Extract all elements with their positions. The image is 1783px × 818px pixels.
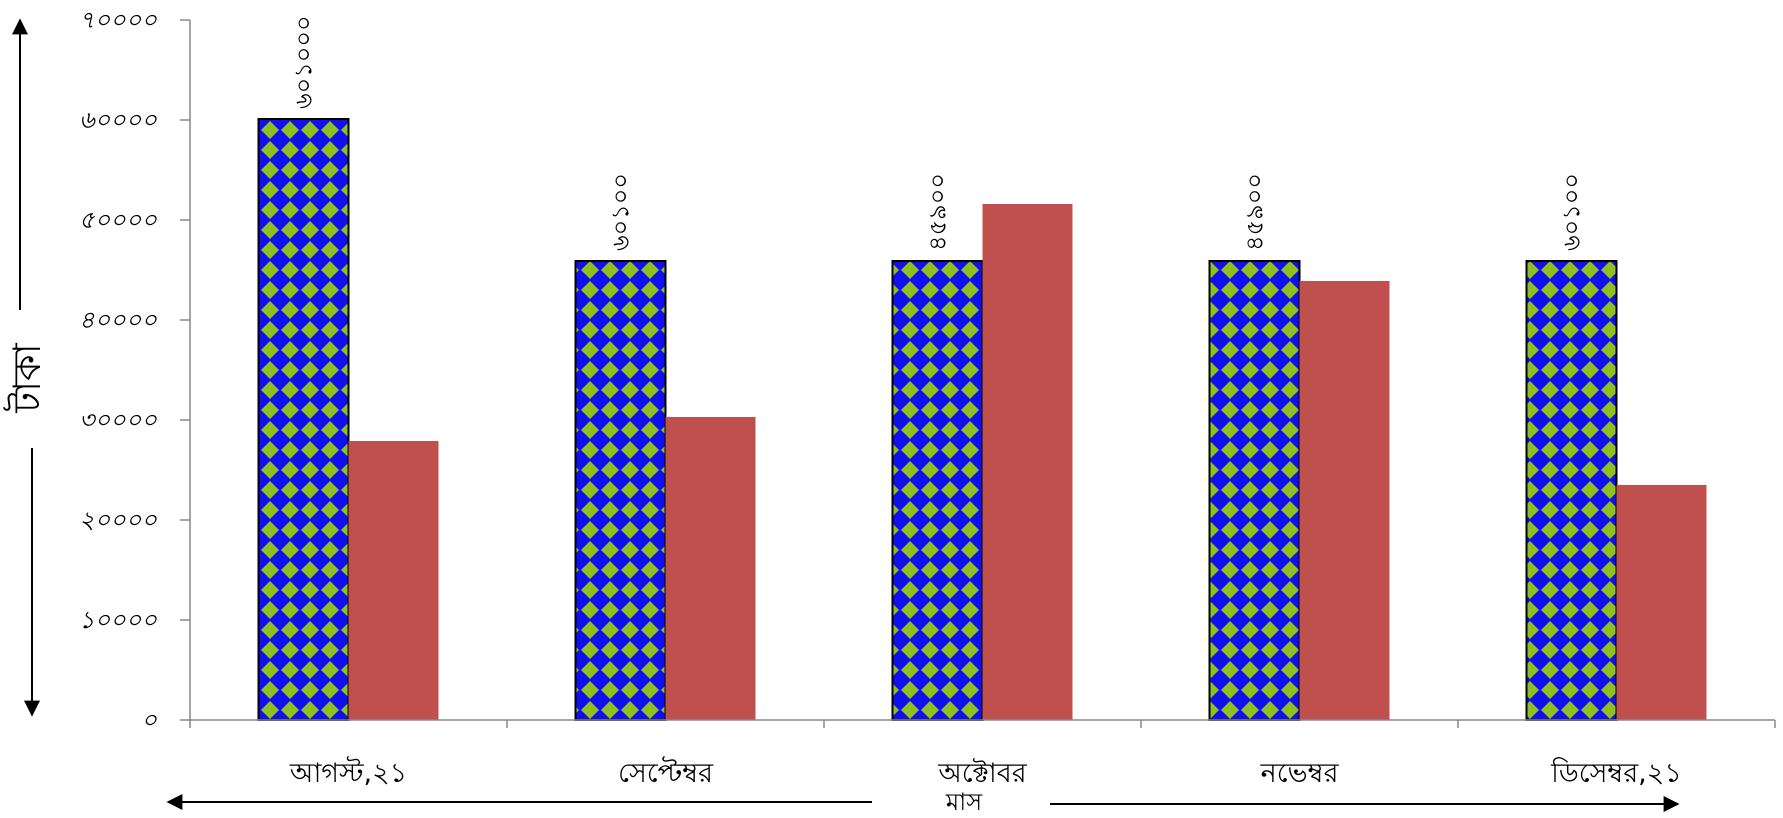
y-tick-label: ২০০০০ — [79, 506, 157, 534]
y-tick-label: ৬০০০০ — [79, 106, 157, 134]
y-tick-label: ৪০০০০ — [79, 306, 157, 334]
x-axis-title: মাস — [945, 788, 983, 816]
x-axis: আগস্ট,২১ সেপ্টেম্বর অক্টোবর নভেম্বর ডিসেম্বর… — [189, 719, 1776, 789]
x-tick-label: অক্টোবর — [937, 758, 1027, 789]
data-label: ৬০১০০ — [607, 173, 635, 251]
y-axis-title: টাকা — [3, 342, 49, 413]
y-tick-label: ৭০০০০ — [79, 6, 157, 34]
data-label: ৪৫৯০০ — [1241, 173, 1269, 251]
bar-series-2 — [982, 204, 1073, 720]
x-tick-label: নভেম্বর — [1260, 758, 1340, 789]
y-tick-label: ০ — [141, 706, 157, 734]
bar-series-1 — [574, 260, 667, 721]
x-tick-label: ডিসেম্বর,২১ — [1550, 757, 1682, 789]
y-tick-label: ১০০০০ — [79, 606, 157, 634]
bar-series-2 — [348, 441, 439, 720]
plot-area: ৬০১০০০ ৬০১০০ ৪৫৯০০ ৪৫৯০০ ৬০১০০ — [257, 15, 1707, 721]
bar-series-1 — [1525, 260, 1618, 721]
x-tick-label: আগস্ট,২১ — [289, 756, 407, 789]
bar-series-2 — [1299, 281, 1390, 720]
y-tick-label: ৫০০০০ — [79, 206, 157, 234]
bar-series-1 — [1208, 260, 1301, 721]
y-axis: ০ ১০০০০ ২০০০০ ৩০০০০ ৪০০০০ ৫০০০০ ৬০০০০ ৭০০০০ — [79, 6, 191, 734]
data-label: ৬০১০০ — [1558, 173, 1586, 251]
y-tick-label: ৩০০০০ — [79, 406, 157, 434]
bar-series-1 — [257, 118, 350, 721]
data-label: ৬০১০০০ — [290, 15, 318, 109]
bar-series-2 — [1616, 485, 1707, 720]
data-label: ৪৫৯০০ — [924, 173, 952, 251]
bar-series-2 — [665, 417, 756, 720]
bar-series-1 — [891, 260, 984, 721]
x-tick-label: সেপ্টেম্বর — [618, 756, 714, 789]
